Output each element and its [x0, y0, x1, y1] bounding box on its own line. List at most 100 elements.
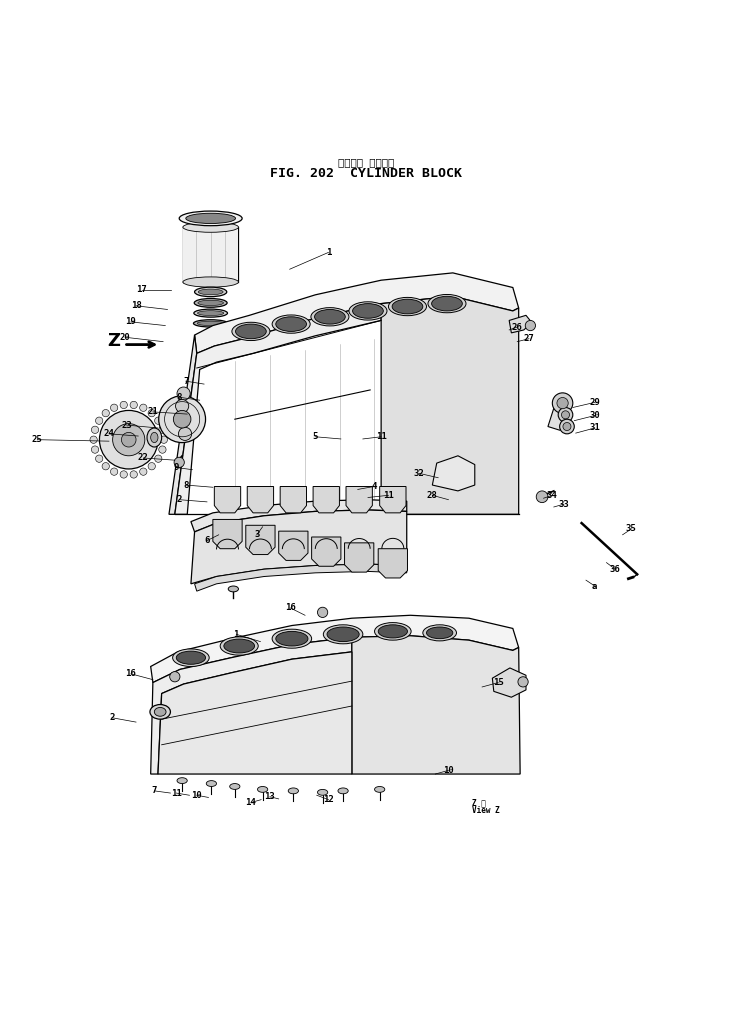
Text: 31: 31 [589, 424, 600, 433]
Ellipse shape [311, 307, 349, 325]
Ellipse shape [257, 787, 268, 792]
Polygon shape [312, 537, 341, 566]
Ellipse shape [423, 625, 457, 641]
Circle shape [120, 470, 128, 479]
Ellipse shape [198, 300, 224, 305]
Polygon shape [151, 637, 352, 774]
Ellipse shape [272, 315, 310, 334]
Circle shape [161, 436, 168, 443]
Circle shape [120, 402, 128, 409]
Ellipse shape [432, 296, 463, 311]
Ellipse shape [392, 299, 423, 314]
Ellipse shape [183, 222, 238, 232]
Ellipse shape [272, 629, 312, 648]
Ellipse shape [232, 322, 270, 341]
Text: 32: 32 [414, 468, 424, 478]
Text: 26: 26 [512, 322, 523, 332]
Circle shape [122, 432, 136, 447]
Text: 23: 23 [121, 421, 132, 430]
Circle shape [178, 427, 191, 440]
Circle shape [561, 411, 570, 419]
Text: 18: 18 [130, 301, 141, 310]
Polygon shape [548, 405, 570, 430]
Ellipse shape [150, 705, 171, 719]
Ellipse shape [224, 639, 254, 653]
Text: 4: 4 [371, 482, 377, 491]
Ellipse shape [173, 649, 209, 666]
Text: Z: Z [107, 332, 119, 350]
Text: 25: 25 [32, 435, 43, 444]
Text: 13: 13 [265, 792, 276, 801]
Polygon shape [346, 487, 372, 513]
Text: 10: 10 [443, 766, 454, 775]
Text: 27: 27 [523, 335, 534, 343]
Ellipse shape [235, 324, 266, 339]
Ellipse shape [353, 303, 383, 318]
Ellipse shape [276, 316, 306, 332]
Circle shape [559, 408, 572, 422]
Text: FIG. 202  CYLINDER BLOCK: FIG. 202 CYLINDER BLOCK [270, 167, 463, 179]
Polygon shape [493, 668, 526, 698]
Circle shape [174, 411, 191, 428]
Ellipse shape [176, 651, 205, 664]
Ellipse shape [155, 708, 166, 716]
Ellipse shape [338, 788, 348, 794]
Polygon shape [246, 525, 275, 555]
Text: 7: 7 [183, 376, 188, 385]
Polygon shape [194, 273, 519, 353]
Ellipse shape [228, 586, 238, 592]
Text: View Z: View Z [472, 806, 500, 815]
Ellipse shape [428, 294, 466, 312]
Text: 15: 15 [493, 678, 504, 687]
Ellipse shape [276, 632, 308, 646]
Polygon shape [380, 487, 406, 513]
Polygon shape [345, 542, 374, 572]
Ellipse shape [194, 309, 227, 317]
Ellipse shape [288, 788, 298, 794]
Circle shape [526, 320, 536, 331]
Polygon shape [194, 564, 407, 591]
Circle shape [102, 462, 109, 469]
Circle shape [553, 392, 572, 414]
Circle shape [159, 395, 205, 443]
Circle shape [102, 410, 109, 417]
Text: 11: 11 [171, 789, 182, 798]
Ellipse shape [388, 297, 427, 315]
Circle shape [130, 470, 137, 479]
Ellipse shape [185, 213, 235, 223]
Polygon shape [509, 315, 532, 333]
Ellipse shape [314, 309, 345, 324]
Ellipse shape [179, 211, 242, 226]
Circle shape [159, 446, 166, 453]
Text: 28: 28 [427, 491, 438, 500]
Ellipse shape [194, 319, 228, 328]
Circle shape [174, 457, 184, 467]
Circle shape [175, 400, 188, 413]
Ellipse shape [194, 287, 226, 297]
Circle shape [563, 423, 571, 431]
Circle shape [113, 424, 145, 455]
Circle shape [155, 417, 162, 425]
Ellipse shape [197, 310, 224, 315]
Circle shape [130, 402, 137, 409]
Text: 16: 16 [285, 603, 296, 612]
Ellipse shape [220, 637, 258, 655]
Text: シリンダ ブロック: シリンダ ブロック [339, 157, 394, 166]
Circle shape [537, 491, 548, 503]
Polygon shape [313, 487, 339, 513]
Circle shape [111, 468, 118, 476]
Circle shape [140, 405, 147, 412]
Text: 8: 8 [183, 481, 188, 490]
Circle shape [159, 426, 166, 433]
Polygon shape [151, 615, 519, 682]
Circle shape [148, 462, 155, 469]
Text: 1: 1 [325, 247, 331, 257]
Polygon shape [381, 296, 519, 514]
Circle shape [317, 607, 328, 618]
Circle shape [95, 455, 103, 462]
Ellipse shape [427, 627, 453, 639]
Text: a: a [592, 581, 597, 590]
Text: 11: 11 [383, 491, 394, 500]
Ellipse shape [194, 298, 227, 307]
Text: 2: 2 [177, 495, 182, 504]
